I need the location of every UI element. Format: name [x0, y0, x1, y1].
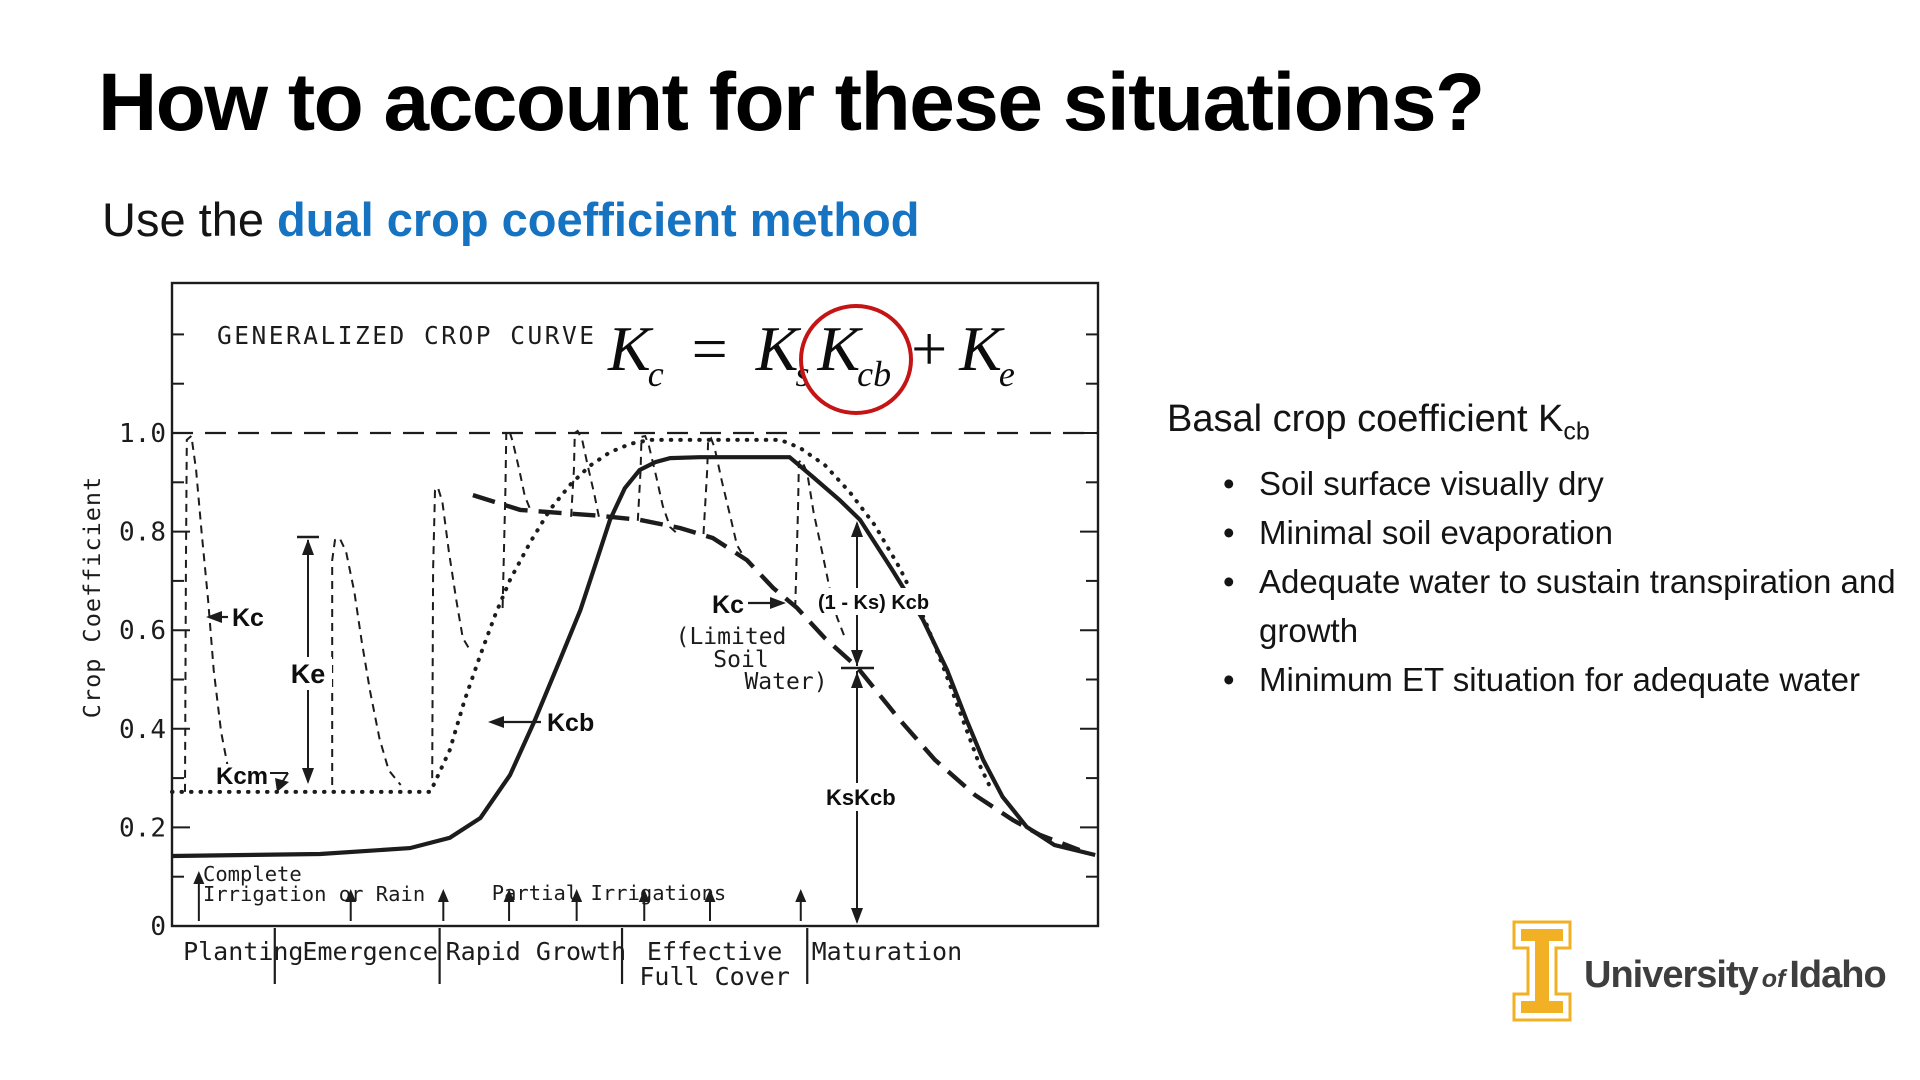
- bullet-text: Minimum ET situation for adequate water: [1259, 660, 1861, 698]
- y-tick-label: 0.8: [119, 518, 166, 548]
- complete-irrigation-line2: Irrigation or Rain: [203, 882, 425, 906]
- irrigation-arrowhead: [704, 889, 716, 902]
- idaho-block-i-icon: [1512, 920, 1572, 1022]
- kc-limited-label: Kc: [712, 591, 744, 619]
- kskcb-arrow: [841, 521, 874, 924]
- partial-irrigations-label: Partial Irrigations: [492, 881, 727, 905]
- irrigation-spike: [702, 436, 743, 554]
- kcm-label: Kcm: [216, 763, 268, 790]
- crop-curve-figure: GENERALIZED CROP CURVE Crop Coefficient …: [78, 270, 1170, 1040]
- y-tick-label: 1.0: [119, 419, 166, 449]
- logo-wordmark: University of Idaho: [1584, 954, 1887, 997]
- chart-title: GENERALIZED CROP CURVE: [217, 321, 597, 350]
- circled-term: Kcb: [799, 304, 914, 415]
- bullet-list: • Soil surface visually dry • Minimal soil…: [1223, 459, 1920, 704]
- red-circle: [799, 304, 914, 415]
- bullet-text: Minimal soil evaporation: [1259, 513, 1613, 551]
- stage-label: Planting: [183, 937, 303, 966]
- kc-limited-line2: (Limited: [676, 624, 787, 650]
- kc-limited-line3: Soil: [713, 647, 768, 673]
- stage-label: Rapid Growth: [446, 937, 627, 966]
- crop-curve-chart: GENERALIZED CROP CURVE Crop Coefficient …: [78, 281, 1100, 991]
- irrigation-arrowhead: [193, 871, 205, 884]
- stage-label: Full Cover: [639, 962, 790, 991]
- list-item: • Minimum ET situation for adequate water: [1223, 655, 1920, 704]
- curves-layer: [170, 428, 1096, 859]
- irrigation-arrowhead: [345, 889, 357, 902]
- subtitle-prefix: Use the: [102, 193, 278, 246]
- series-long-dash: [472, 493, 1081, 853]
- list-item: • Minimal soil evaporation: [1223, 508, 1920, 557]
- bullet-icon: •: [1223, 660, 1235, 698]
- irrigation-arrowhead: [503, 889, 515, 902]
- eq-ke-sub: e: [998, 354, 1015, 394]
- list-item: • Adequate water to sustain transpiration…: [1223, 557, 1920, 655]
- complete-irrigation-line1: Complete: [203, 862, 302, 886]
- panel-heading: Basal crop coefficient Kcb: [1167, 398, 1920, 447]
- bullet-icon: •: [1223, 562, 1235, 600]
- eq-ks: K: [755, 313, 799, 384]
- bullet-text: Adequate water to sustain transpiration …: [1259, 562, 1896, 649]
- y-tick-label: 0: [150, 912, 166, 942]
- annotation-labels: Kc Ke Kcm Kcb Kc (Limited Soil Water) (1…: [206, 588, 930, 811]
- ks-kcb-label: KsKcb: [826, 785, 896, 810]
- irrigation-spike: [431, 485, 472, 779]
- irrigation-arrowhead: [638, 889, 650, 902]
- logo-idaho: Idaho: [1789, 954, 1886, 996]
- list-item: • Soil surface visually dry: [1223, 459, 1920, 508]
- y-tick-label: 0.6: [119, 616, 166, 646]
- irrigation-spike: [570, 429, 600, 517]
- kc-limited-line4: Water): [744, 669, 827, 695]
- stage-label: Effective: [647, 937, 782, 966]
- panel-heading-text: Basal crop coefficient K: [1167, 398, 1564, 440]
- series-dotted: [170, 437, 994, 794]
- eq-kc: K: [608, 313, 651, 384]
- basal-kcb-panel: Basal crop coefficient Kcb • Soil surface…: [1167, 398, 1920, 704]
- bullet-icon: •: [1223, 513, 1235, 551]
- irrigation-spike: [636, 434, 677, 533]
- university-of-idaho-logo: University of Idaho: [1512, 920, 1887, 1022]
- irrigation-arrowhead: [571, 889, 583, 902]
- irrigation-spike: [501, 428, 533, 609]
- equation: Kc = Ks Kcb + Ke: [608, 304, 1015, 415]
- y-tick-label: 0.2: [119, 813, 166, 843]
- eq-plus: +: [911, 313, 948, 384]
- y-tick-label: 0.4: [119, 715, 166, 745]
- bullet-text: Soil surface visually dry: [1259, 464, 1604, 502]
- eq-equals: =: [691, 313, 728, 384]
- stage-label: Maturation: [812, 937, 963, 966]
- y-axis-label: Crop Coefficient: [78, 476, 106, 718]
- page-title: How to account for these situations?: [98, 57, 1485, 148]
- irrigation-spike: [331, 536, 402, 786]
- irrigation-arrowhead: [437, 889, 449, 902]
- kc-label: Kc: [232, 604, 264, 632]
- irrigation-arrowhead: [795, 889, 807, 902]
- eq-ke: K: [959, 313, 1002, 384]
- bullet-icon: •: [1223, 464, 1235, 502]
- series-solid: [171, 455, 1096, 859]
- irrigation-spike: [184, 434, 239, 792]
- logo-university: University: [1584, 954, 1759, 996]
- one-minus-ks-kcb-label: (1 - Ks) Kcb: [818, 592, 929, 614]
- stage-label: Emergence: [302, 937, 437, 966]
- kcb-label: Kcb: [547, 709, 594, 737]
- logo-of: of: [1761, 965, 1786, 993]
- subtitle: Use the dual crop coefficient method: [102, 192, 919, 247]
- panel-heading-subscript: cb: [1563, 417, 1590, 446]
- eq-kc-sub: c: [647, 354, 664, 394]
- subtitle-highlight: dual crop coefficient method: [277, 193, 920, 246]
- ke-label: Ke: [291, 659, 326, 689]
- plot-frame: [170, 281, 1100, 928]
